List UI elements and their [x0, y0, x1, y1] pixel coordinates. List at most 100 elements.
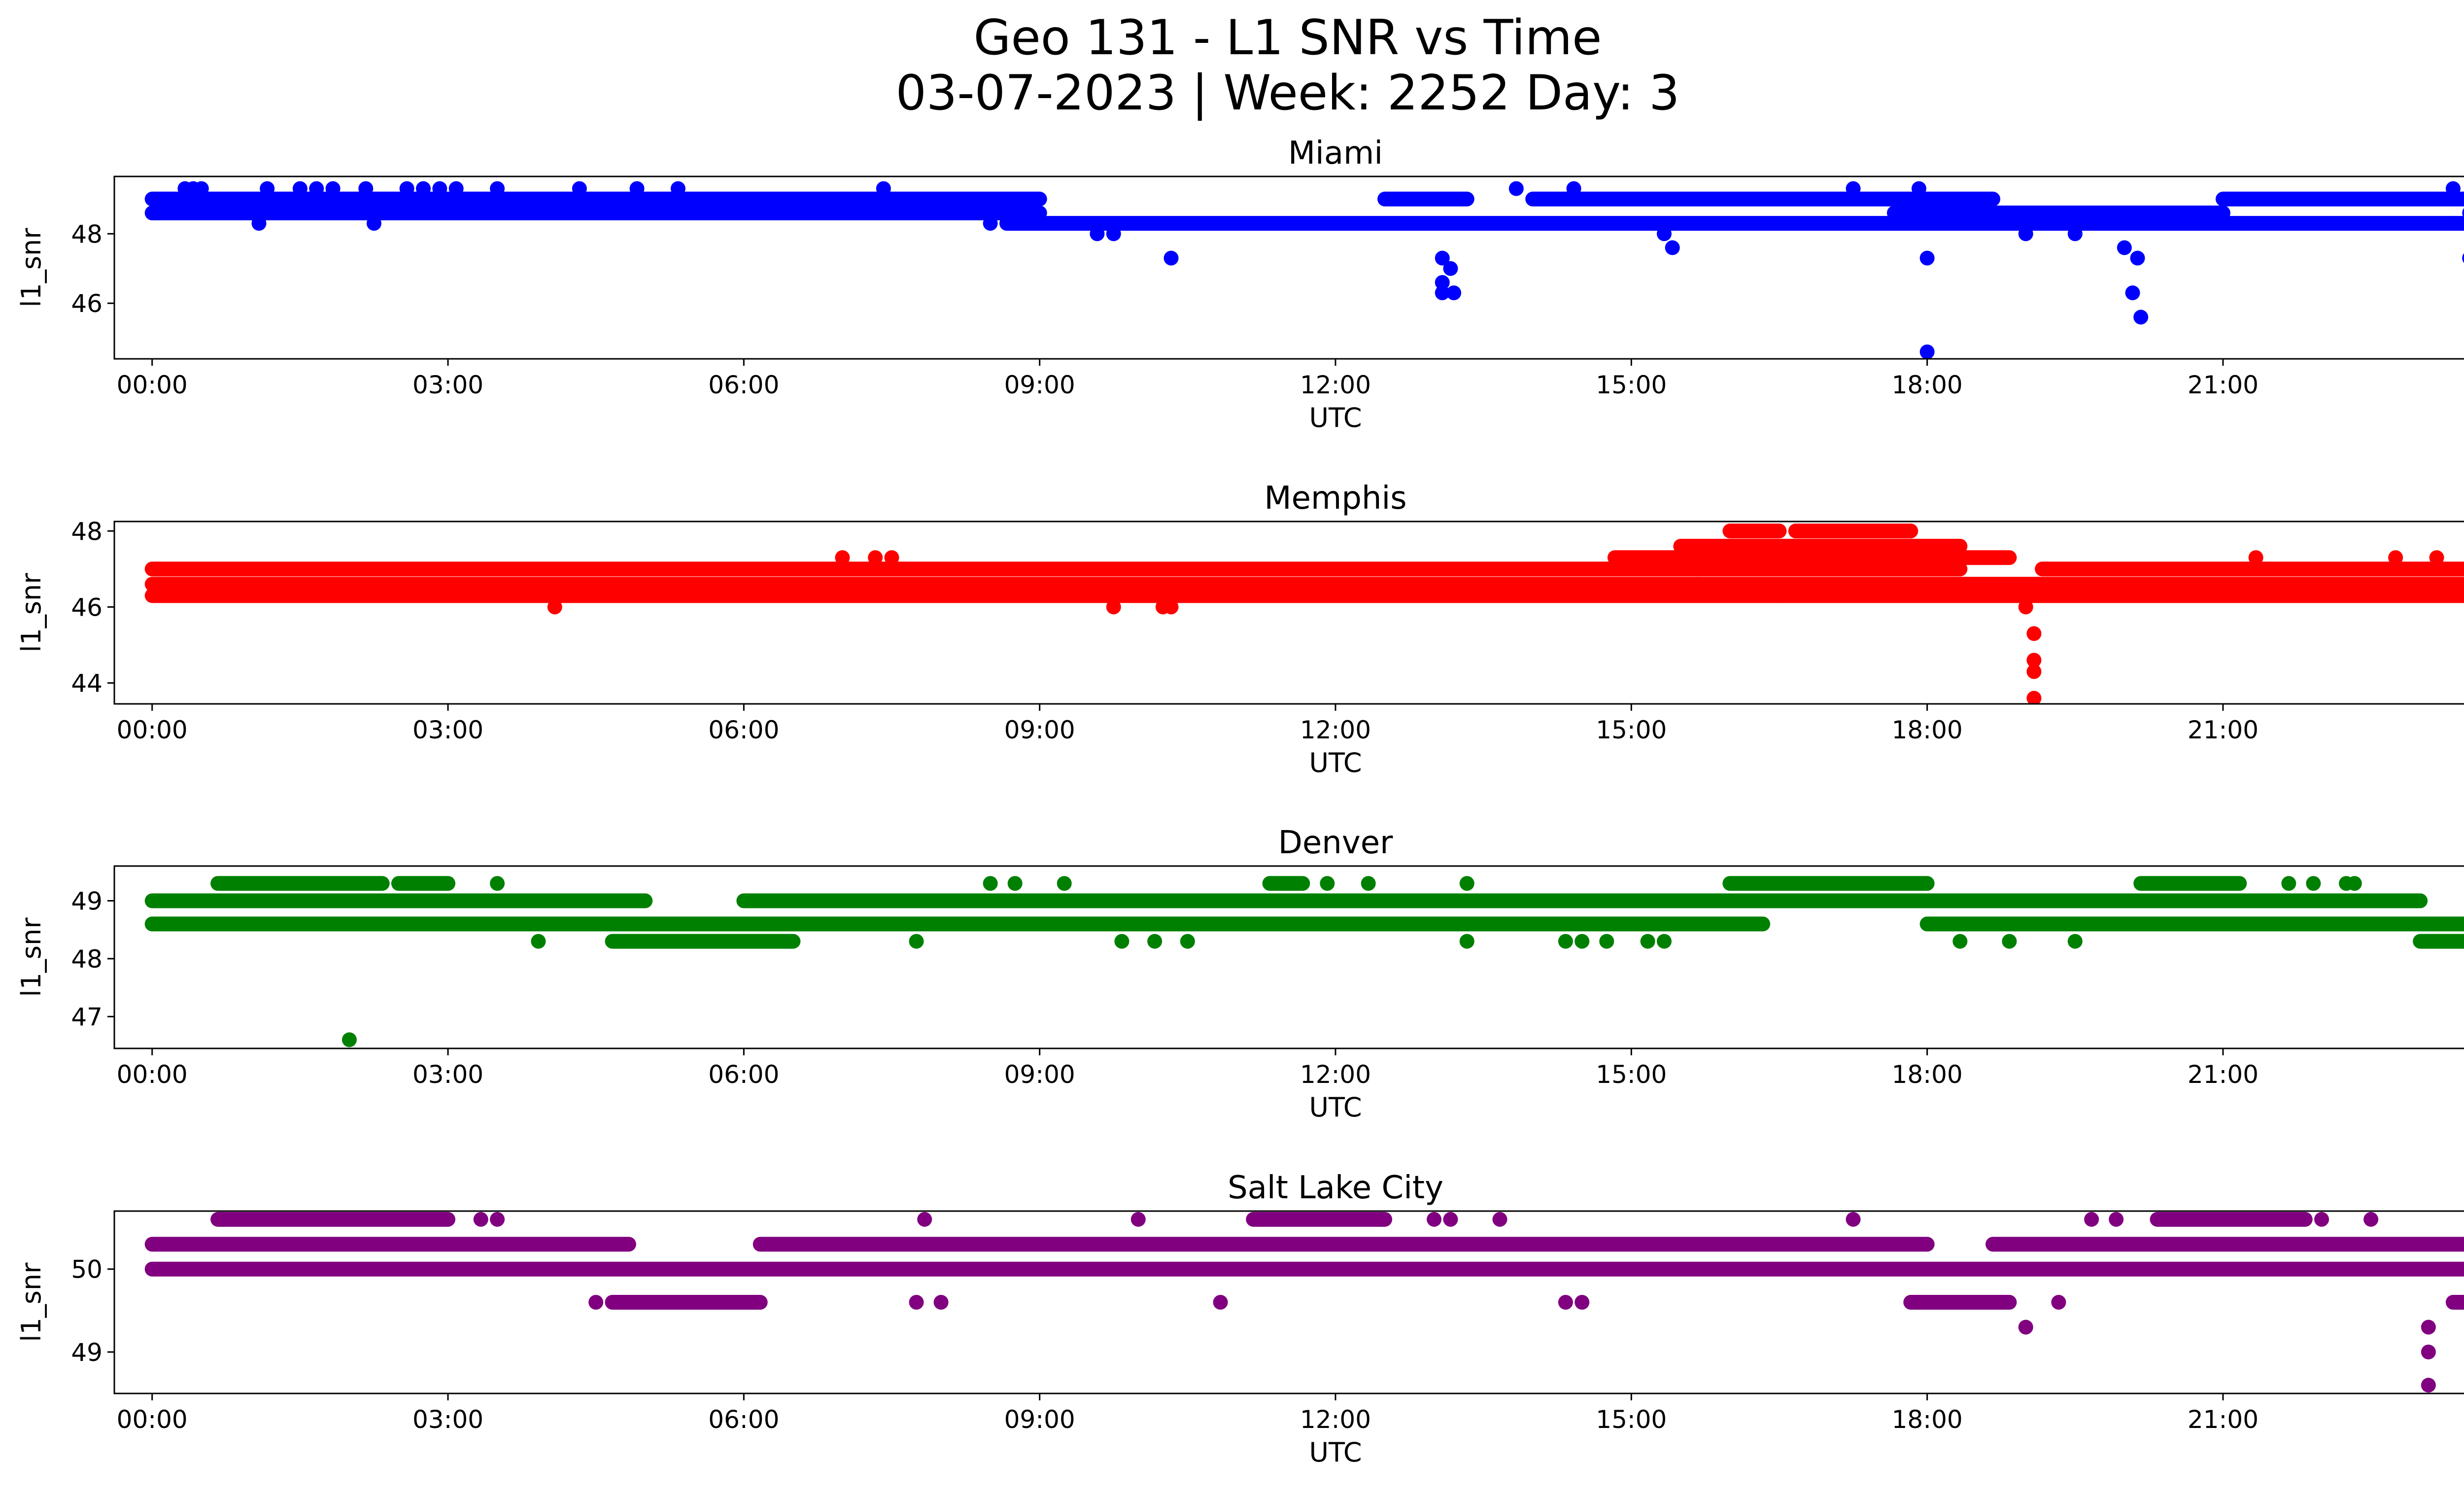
data-point: [1435, 285, 1450, 301]
x-tick-label: 21:00: [2188, 1405, 2259, 1434]
data-point: [1599, 934, 1614, 949]
x-tick-label: 09:00: [1004, 716, 1075, 744]
y-axis-label: l1_snr: [16, 1262, 47, 1342]
data-point: [1846, 1212, 1861, 1227]
x-tick-label: 15:00: [1596, 1405, 1667, 1434]
data-point: [1090, 226, 1105, 242]
data-point: [1558, 1295, 1573, 1310]
subplot-title: Denver: [1278, 825, 1393, 861]
x-tick-label: 12:00: [1300, 716, 1371, 744]
x-tick-label: 12:00: [1300, 371, 1371, 399]
data-point: [1361, 876, 1376, 891]
data-point: [2026, 653, 2042, 668]
data-point: [1846, 181, 1861, 196]
data-point: [251, 216, 267, 231]
x-tick-label: 18:00: [1892, 716, 1963, 744]
subplot-title: Miami: [1288, 135, 1383, 172]
data-point: [2314, 1212, 2329, 1227]
x-axis-label: UTC: [1309, 747, 1362, 778]
data-point: [2125, 285, 2140, 301]
data-point: [416, 181, 431, 196]
data-point: [1213, 1295, 1228, 1310]
x-tick-label: 12:00: [1300, 1405, 1371, 1434]
data-point: [432, 181, 447, 196]
data-point: [490, 876, 505, 891]
data-point: [1007, 876, 1023, 891]
data-point: [1689, 577, 1705, 592]
data-point: [490, 1212, 505, 1227]
data-point: [2421, 1344, 2436, 1359]
x-tick-label: 15:00: [1596, 1060, 1667, 1089]
data-point: [2281, 876, 2296, 891]
data-point: [1459, 876, 1474, 891]
data-point: [2067, 226, 2083, 242]
data-point: [1446, 285, 1462, 301]
x-tick-label: 12:00: [1300, 1060, 1371, 1089]
data-point: [1435, 275, 1450, 290]
data-point: [1558, 934, 1573, 949]
figure-title-line1: Geo 131 - L1 SNR vs Time: [974, 10, 1602, 66]
x-tick-label: 00:00: [117, 1405, 188, 1434]
data-point: [1657, 934, 1672, 949]
data-point: [983, 876, 998, 891]
data-point: [2133, 310, 2149, 325]
data-point: [531, 934, 546, 949]
data-point: [1665, 240, 1680, 255]
x-tick-label: 09:00: [1004, 371, 1075, 399]
data-point: [1435, 250, 1450, 266]
data-point: [2026, 626, 2042, 641]
x-tick-label: 00:00: [117, 1060, 188, 1089]
data-point: [933, 1295, 949, 1310]
data-point: [884, 550, 899, 565]
data-point: [292, 181, 308, 196]
y-tick-label: 48: [71, 220, 103, 248]
x-tick-label: 18:00: [1892, 1060, 1963, 1089]
data-point: [1640, 934, 1655, 949]
data-point: [1443, 261, 1458, 276]
data-point: [572, 181, 587, 196]
data-point: [1114, 934, 1129, 949]
data-point: [342, 1032, 357, 1047]
data-point: [547, 599, 562, 615]
data-point: [2445, 181, 2461, 196]
x-tick-label: 03:00: [412, 716, 483, 744]
data-point: [260, 181, 275, 196]
panel-3: Salt Lake City 00:00 03:00 06:00 09:00 12:00 1…: [16, 1170, 2464, 1468]
markers: [144, 523, 2464, 704]
data-point: [2002, 934, 2017, 949]
y-tick-label: 48: [71, 517, 103, 546]
data-point: [2421, 1378, 2436, 1393]
data-point: [917, 1212, 932, 1227]
x-tick-label: 09:00: [1004, 1405, 1075, 1434]
x-tick-label: 00:00: [117, 716, 188, 744]
x-tick-label: 03:00: [412, 1060, 483, 1089]
markers: [144, 181, 2464, 359]
data-point: [325, 181, 341, 196]
data-point: [2109, 1212, 2124, 1227]
y-tick-label: 47: [71, 1003, 103, 1031]
data-point: [876, 181, 891, 196]
data-point: [2117, 240, 2132, 255]
x-tick-label: 06:00: [708, 371, 779, 399]
data-point: [1164, 599, 1179, 615]
data-point: [1911, 181, 1926, 196]
chart-panels: Miami 00:00 03:00 06:00 09:00 12:00 15:00 18:00…: [16, 135, 2464, 1468]
data-point: [1164, 250, 1179, 266]
markers: [144, 876, 2464, 1047]
data-point: [1492, 1212, 1507, 1227]
data-point: [2026, 664, 2042, 679]
data-point: [588, 1295, 604, 1310]
data-point: [1057, 876, 1072, 891]
data-point: [1106, 599, 1121, 615]
data-point: [1443, 1212, 1458, 1227]
data-point: [2026, 691, 2042, 704]
data-point: [2429, 550, 2444, 565]
x-axis-label: UTC: [1309, 1092, 1362, 1123]
data-point: [1657, 226, 1672, 242]
subplot-title: Memphis: [1264, 480, 1406, 517]
panel-2: Denver 00:00 03:00 06:00 09:00 12:00 15:00 18:0…: [16, 825, 2464, 1123]
data-point: [1147, 934, 1163, 949]
data-point: [868, 550, 883, 565]
x-tick-label: 06:00: [708, 1060, 779, 1089]
x-axis-label: UTC: [1309, 1437, 1362, 1468]
